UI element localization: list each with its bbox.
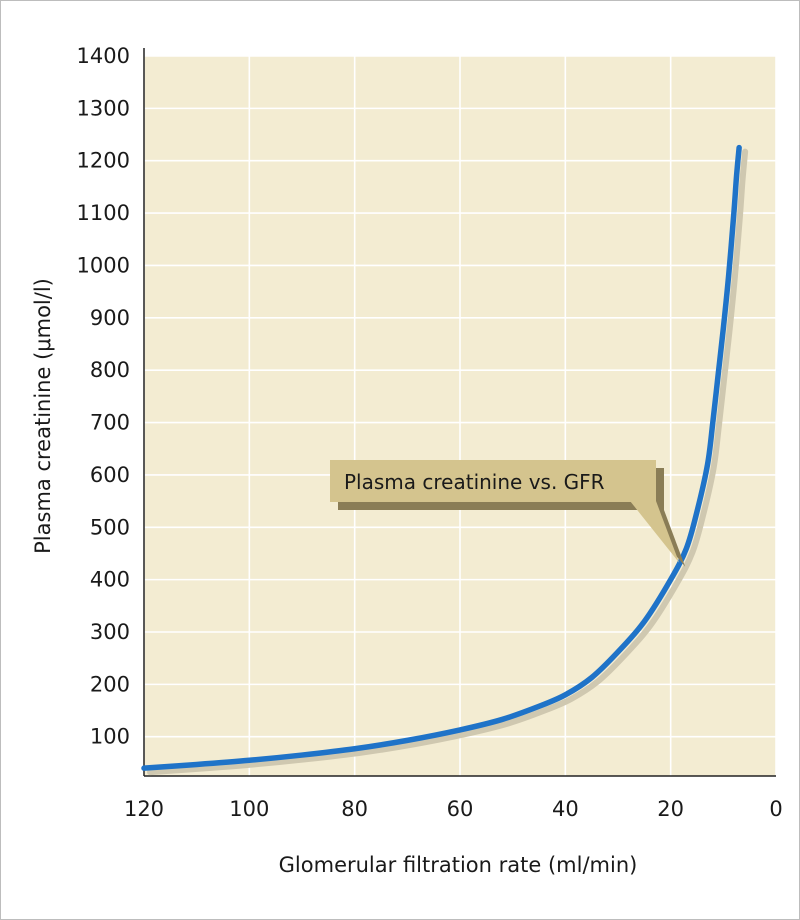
y-axis-label: Plasma creatinine (μmol/l): [31, 278, 55, 554]
x-tick-label: 80: [341, 797, 368, 821]
callout-box: [330, 460, 656, 502]
series-line: [141, 144, 742, 771]
x-tick-label: 60: [447, 797, 474, 821]
annotation-callout: Plasma creatinine vs. GFR: [330, 460, 686, 567]
callout-text: Plasma creatinine vs. GFR: [344, 470, 605, 494]
y-tick-label: 400: [90, 568, 130, 592]
y-tick-label: 100: [90, 725, 130, 749]
y-tick-label: 700: [90, 411, 130, 435]
y-tick-label: 1300: [77, 96, 130, 120]
x-tick-label: 40: [552, 797, 579, 821]
y-tick-label: 300: [90, 620, 130, 644]
y-tick-label: 1000: [77, 253, 130, 277]
y-tick-label: 200: [90, 672, 130, 696]
callout-tail: [630, 501, 680, 563]
y-tick-label: 800: [90, 358, 130, 382]
y-tick-label: 1100: [77, 201, 130, 225]
x-tick-label: 120: [124, 797, 164, 821]
x-tick-label: 20: [657, 797, 684, 821]
grid-lines: [143, 55, 777, 776]
y-tick-label: 900: [90, 306, 130, 330]
y-tick-labels: 100 200 300 400 500 600 700 800 900 1000 1100 1200 1…: [77, 44, 130, 749]
series-group: [141, 144, 749, 776]
y-tick-label: 1200: [77, 149, 130, 173]
y-tick-label: 600: [90, 463, 130, 487]
y-tick-label: 1400: [77, 44, 130, 68]
axes: [143, 48, 776, 777]
x-axis-label: Glomerular filtration rate (ml/min): [279, 853, 638, 877]
x-tick-label: 0: [769, 797, 782, 821]
y-tick-label: 500: [90, 515, 130, 539]
x-tick-labels: 120 100 80 60 40 20 0: [124, 797, 783, 821]
series-line-shadow: [147, 148, 749, 776]
x-tick-label: 100: [229, 797, 269, 821]
